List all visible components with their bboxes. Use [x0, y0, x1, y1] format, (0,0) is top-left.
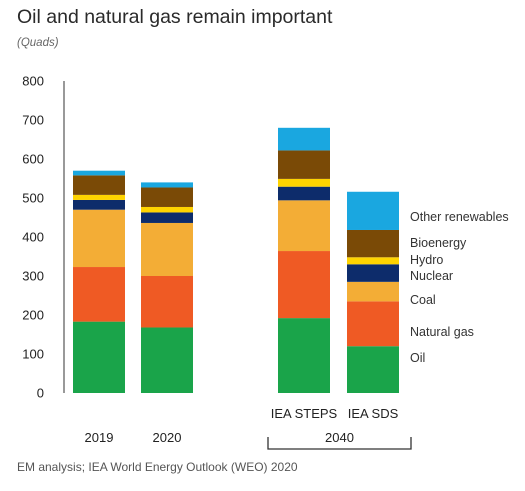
bar-segment-coal: [141, 222, 193, 276]
x-category-label: 2020: [153, 430, 182, 445]
bar-segment-oil: [141, 327, 193, 393]
chart-title: Oil and natural gas remain important: [17, 6, 333, 28]
legend-label: Natural gas: [410, 325, 474, 339]
legend-label: Other renewables: [410, 210, 509, 224]
x-category-label: IEA STEPS: [271, 406, 338, 421]
bar-segment-bioenergy: [278, 150, 330, 179]
bar-segment-nuclear: [141, 212, 193, 223]
legend-label: Oil: [410, 351, 425, 365]
bar-segment-nuclear: [278, 186, 330, 201]
chart-subtitle: (Quads): [17, 37, 59, 49]
bar-segment-coal: [278, 200, 330, 252]
source-note: EM analysis; IEA World Energy Outlook (W…: [17, 460, 298, 474]
x-category-label: 2019: [85, 430, 114, 445]
group-bracket: [267, 437, 412, 450]
legend-label: Bioenergy: [410, 236, 467, 250]
bar-segment-natural-gas: [278, 251, 330, 319]
bar-segment-coal: [73, 209, 125, 268]
legend-label: Hydro: [410, 253, 443, 267]
bar-segment-oil: [347, 346, 399, 393]
bar-segment-nuclear: [347, 264, 399, 282]
bar-segment-hydro: [347, 257, 399, 265]
group-label-2040: 2040: [325, 430, 354, 445]
bar-segment-hydro: [141, 206, 193, 213]
y-tick-label: 100: [22, 347, 44, 362]
x-category-label: IEA SDS: [348, 406, 399, 421]
bar-segment-hydro: [278, 178, 330, 187]
y-tick-label: 400: [22, 230, 44, 245]
y-tick-label: 300: [22, 269, 44, 284]
y-tick-label: 700: [22, 113, 44, 128]
bar-segment-oil: [278, 318, 330, 393]
y-tick-label: 500: [22, 191, 44, 206]
bar-segment-nuclear: [73, 199, 125, 210]
bar-segment-other-renewables: [73, 170, 125, 176]
bar-segment-bioenergy: [347, 229, 399, 258]
bar-segment-hydro: [73, 194, 125, 200]
bar-segment-oil: [73, 321, 125, 393]
y-tick-label: 200: [22, 308, 44, 323]
bar-segment-bioenergy: [141, 187, 193, 207]
bar-segment-natural-gas: [73, 267, 125, 322]
y-tick-label: 0: [37, 386, 44, 401]
legend-label: Nuclear: [410, 269, 453, 283]
bar-segment-other-renewables: [278, 127, 330, 151]
bar-segment-natural-gas: [141, 276, 193, 328]
bar-segment-other-renewables: [347, 191, 399, 230]
legend-label: Coal: [410, 293, 436, 307]
bar-segment-bioenergy: [73, 175, 125, 195]
bar-segment-other-renewables: [141, 182, 193, 188]
y-tick-label: 600: [22, 152, 44, 167]
bar-segment-natural-gas: [347, 301, 399, 347]
y-tick-label: 800: [22, 74, 44, 89]
bar-segment-coal: [347, 281, 399, 302]
